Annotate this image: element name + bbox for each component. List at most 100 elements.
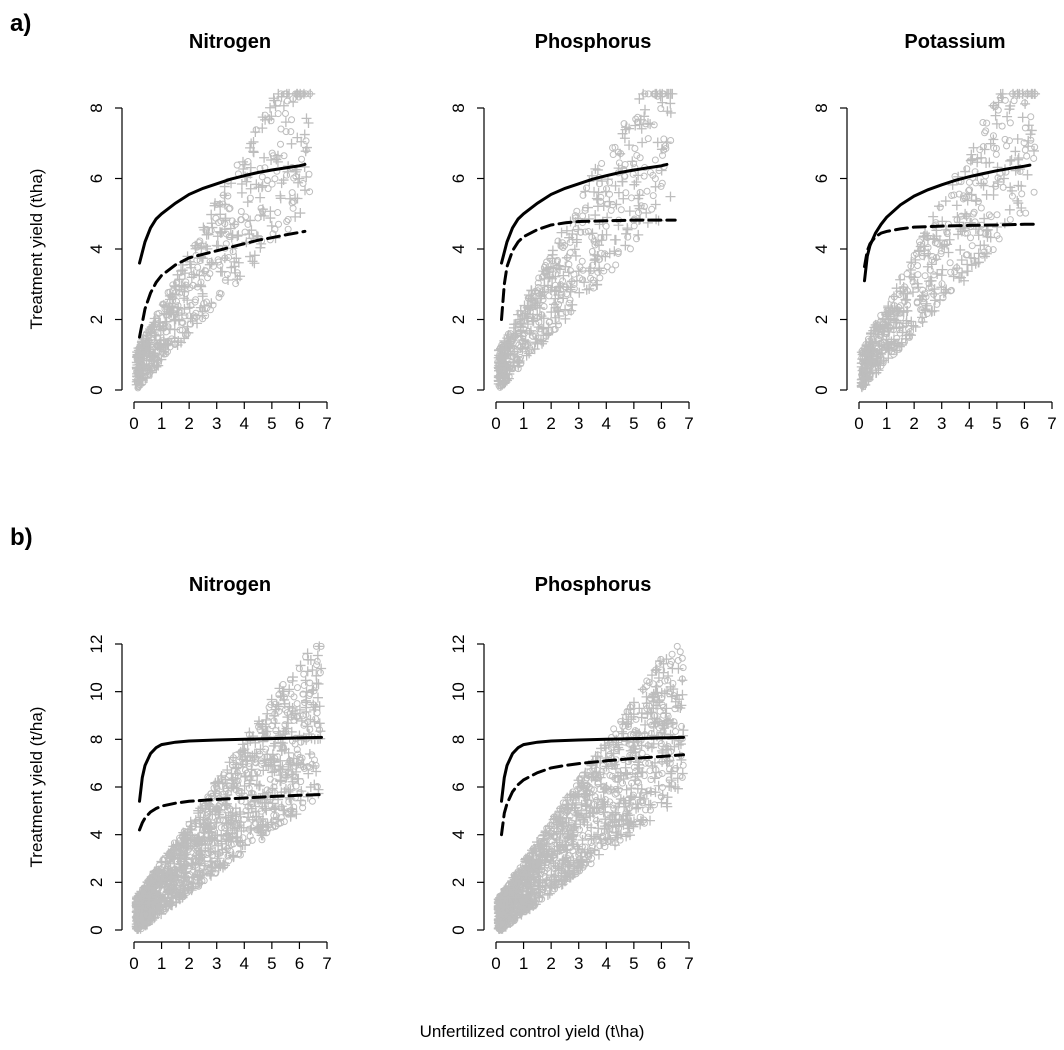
data-point-circle [522, 341, 530, 349]
x-tick-label: 0 [854, 414, 863, 433]
data-point-plus [301, 113, 312, 124]
data-point-plus [165, 307, 176, 318]
x-tick-label: 7 [322, 414, 331, 433]
data-point-circle [582, 184, 590, 192]
x-tick-label: 4 [240, 414, 249, 433]
x-tick-label: 5 [629, 414, 638, 433]
x-tick-label: 3 [212, 954, 221, 973]
data-point-circle [559, 277, 567, 285]
data-point-plus [638, 88, 649, 99]
data-point-plus [301, 142, 312, 153]
data-point-plus [183, 327, 194, 338]
data-point-plus [873, 365, 884, 376]
data-point-circle [903, 287, 911, 295]
data-point-circle [598, 159, 606, 167]
data-point-plus [272, 156, 283, 167]
data-point-circle [588, 248, 596, 256]
data-point-circle [640, 172, 648, 180]
data-point-circle [209, 262, 217, 270]
data-point-circle [572, 225, 580, 233]
data-point-circle [1018, 190, 1026, 198]
data-point-circle [290, 174, 298, 182]
data-point-plus [563, 267, 574, 278]
data-point-plus [637, 137, 648, 148]
x-tick-label: 2 [909, 414, 918, 433]
data-point-circle [276, 140, 284, 148]
data-point-circle [603, 263, 611, 271]
data-point-plus [585, 263, 596, 274]
data-point-circle [615, 159, 623, 167]
data-point-circle [875, 340, 883, 348]
data-point-circle [644, 135, 652, 143]
data-point-plus [662, 792, 673, 803]
data-point-circle [283, 171, 291, 179]
data-point-plus [294, 173, 305, 184]
data-point-plus [219, 181, 230, 192]
data-point-circle [641, 90, 649, 98]
data-point-circle [268, 149, 276, 157]
data-point-plus [206, 257, 217, 268]
row-a-tag: a) [10, 10, 32, 37]
data-point-circle [963, 165, 971, 173]
data-point-plus [890, 317, 901, 328]
data-point-circle [914, 271, 922, 279]
data-point-circle [1030, 188, 1038, 196]
data-point-circle [287, 128, 295, 136]
data-point-circle [668, 650, 676, 658]
data-point-circle [868, 345, 876, 353]
data-point-circle [519, 304, 527, 312]
data-point-plus [154, 342, 165, 353]
data-point-circle [133, 377, 141, 385]
data-point-circle [545, 292, 553, 300]
data-point-circle [283, 97, 291, 105]
data-point-plus [190, 240, 201, 251]
data-point-plus [650, 199, 661, 210]
data-point-plus [501, 339, 512, 350]
data-point-circle [597, 193, 605, 201]
data-point-plus [956, 255, 967, 266]
data-point-plus [547, 253, 558, 264]
data-point-plus [255, 192, 266, 203]
data-point-plus [875, 322, 886, 333]
data-point-plus [596, 235, 607, 246]
data-point-circle [980, 178, 988, 186]
data-point-circle [252, 126, 260, 134]
data-point-plus [314, 718, 325, 729]
y-tick-label: 8 [449, 103, 468, 112]
data-point-plus [629, 179, 640, 190]
data-point-circle [191, 298, 199, 306]
data-point-circle [633, 151, 641, 159]
data-point-circle [951, 268, 959, 276]
data-point-circle [136, 343, 144, 351]
x-tick-label: 4 [965, 414, 974, 433]
data-point-plus [933, 201, 944, 212]
data-point-circle [216, 289, 224, 297]
data-point-plus [266, 155, 277, 166]
data-point-plus [536, 311, 547, 322]
data-point-plus [215, 209, 226, 220]
data-point-circle [167, 292, 175, 300]
data-point-circle [525, 295, 533, 303]
data-point-plus [560, 261, 571, 272]
data-point-plus [257, 204, 268, 215]
data-point-plus [245, 183, 256, 194]
x-tick-label: 7 [684, 414, 693, 433]
data-point-plus [186, 272, 197, 283]
y-tick-label: 2 [449, 315, 468, 324]
data-point-plus [1013, 153, 1024, 164]
data-point-plus [558, 270, 569, 281]
data-point-plus [992, 176, 1003, 187]
data-point-circle [965, 178, 973, 186]
x-tick-label: 5 [267, 414, 276, 433]
data-point-plus [278, 175, 289, 186]
data-point-circle [316, 669, 324, 677]
data-point-circle [573, 207, 581, 215]
data-point-plus [247, 256, 258, 267]
data-point-circle [496, 368, 504, 376]
data-point-circle [275, 220, 283, 228]
data-point-plus [245, 142, 256, 153]
data-point-circle [993, 231, 1001, 239]
y-tick-label: 4 [812, 244, 831, 253]
data-point-plus [973, 257, 984, 268]
data-point-circle [302, 137, 310, 145]
